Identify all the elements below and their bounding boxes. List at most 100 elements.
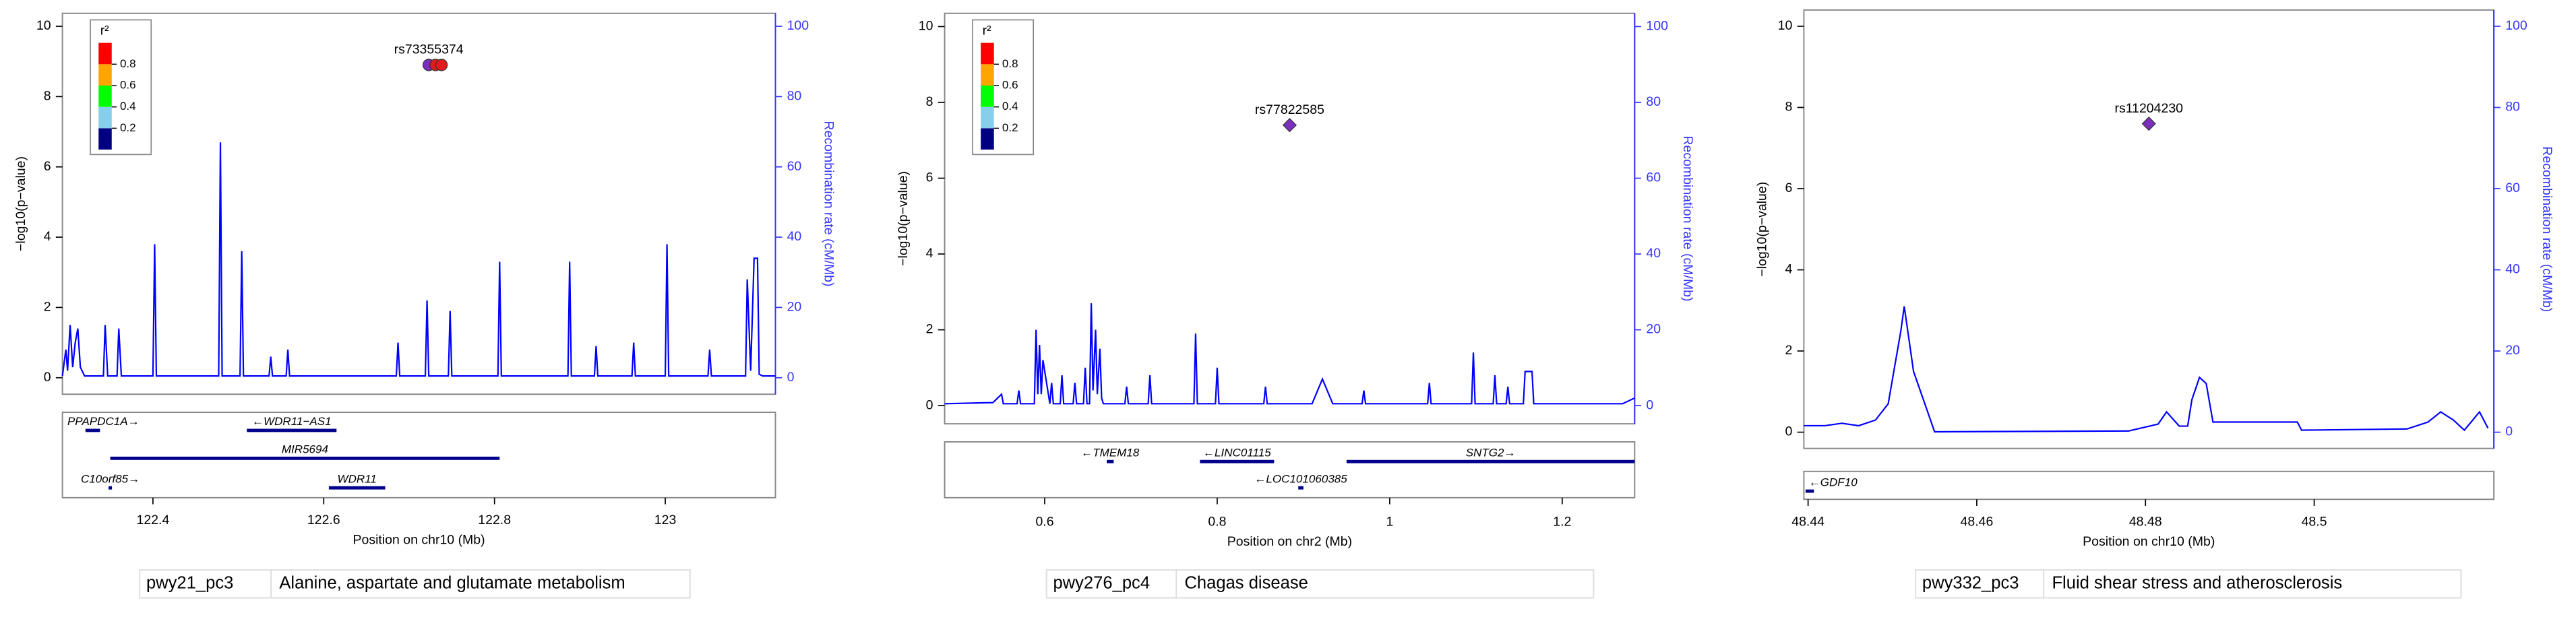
- legend-title: r²: [100, 24, 109, 38]
- gene-frame: [944, 441, 1636, 498]
- y-tick-label: 2: [926, 322, 933, 337]
- y-tick-label: 6: [44, 159, 51, 174]
- gene-label: MIR5694: [282, 443, 328, 456]
- caption-id: pwy21_pc3: [146, 574, 233, 593]
- x-tick-label: 48.48: [2129, 515, 2162, 529]
- gene-label: SNTG2→: [1466, 447, 1516, 459]
- caption-box: [139, 569, 691, 599]
- y-tick-label: 10: [1778, 18, 1793, 33]
- y-tick-label: 2: [1785, 343, 1792, 358]
- y2-tick-label: 60: [2505, 181, 2520, 195]
- gene-label: ←LINC01115: [1203, 447, 1271, 459]
- snp-point: [435, 59, 448, 71]
- legend-swatch: [98, 106, 112, 129]
- snp-point: [2141, 116, 2156, 131]
- y-axis-label: −log10(p−value): [1755, 182, 1770, 277]
- x-tick-label: 0.8: [1208, 515, 1226, 529]
- legend-tick-label: 0.4: [1002, 100, 1018, 112]
- legend-tick-label: 0.4: [120, 100, 136, 112]
- legend-swatch: [98, 128, 112, 150]
- legend-swatch: [981, 42, 994, 65]
- snp-label: rs77822585: [1255, 102, 1324, 117]
- legend-tick-label: 0.2: [1002, 121, 1018, 134]
- gene-label: ←LOC101060385: [1254, 473, 1347, 486]
- legend-tick-label: 0.6: [120, 79, 136, 92]
- y2-tick-label: 100: [2505, 18, 2527, 33]
- y-tick-label: 6: [1785, 181, 1792, 195]
- snp-label: rs73355374: [394, 42, 464, 57]
- legend-swatch: [981, 64, 994, 86]
- recombination-line: [61, 142, 776, 377]
- y2-tick-label: 0: [1646, 397, 1653, 412]
- y2-axis-label: Recombination rate (cM/Mb): [1680, 135, 1695, 301]
- y-tick-label: 0: [926, 397, 933, 412]
- x-tick-label: 122.6: [307, 513, 340, 527]
- y-tick-label: 4: [926, 246, 933, 261]
- x-tick-label: 48.44: [1791, 515, 1824, 529]
- recombination-line: [944, 303, 1635, 405]
- gene-frame: [1803, 470, 2495, 501]
- caption-name: Chagas disease: [1184, 574, 1308, 593]
- legend-swatch: [98, 64, 112, 86]
- y2-tick-label: 60: [1646, 170, 1661, 185]
- legend-swatch: [981, 86, 994, 107]
- y2-tick-label: 80: [1646, 94, 1661, 109]
- gene-label: C10orf85→: [81, 473, 140, 486]
- y-tick-label: 0: [44, 370, 51, 385]
- legend-swatch: [981, 128, 994, 150]
- x-tick-label: 48.5: [2302, 515, 2327, 529]
- y2-tick-label: 40: [1646, 246, 1661, 261]
- gene-label: PPAPDC1A→: [67, 415, 140, 428]
- plot-frame: [1803, 9, 2495, 449]
- gene-label: ←TMEM18: [1081, 447, 1140, 459]
- y-tick-label: 10: [36, 18, 51, 33]
- x-axis-label: Position on chr10 (Mb): [352, 532, 485, 547]
- y-axis-label: −log10(p−value): [13, 156, 28, 251]
- y2-tick-label: 100: [1646, 19, 1668, 34]
- y2-tick-label: 0: [787, 370, 795, 385]
- legend-tick-label: 0.8: [1002, 57, 1018, 70]
- y2-tick-label: 40: [2505, 262, 2520, 277]
- gene-frame: [61, 412, 776, 498]
- legend-swatch: [981, 106, 994, 129]
- y-tick-label: 8: [1785, 100, 1792, 115]
- legend-tick-label: 0.6: [1002, 79, 1018, 92]
- caption-box: [1045, 569, 1595, 599]
- y-axis-label: −log10(p−value): [896, 171, 911, 266]
- y-tick-label: 2: [44, 300, 51, 315]
- caption-name: Alanine, aspartate and glutamate metabol…: [279, 574, 625, 593]
- legend-swatch: [98, 42, 112, 65]
- y2-tick-label: 100: [787, 18, 809, 33]
- legend-tick-label: 0.8: [120, 57, 136, 70]
- gene-label: WDR11: [338, 473, 377, 486]
- x-tick-label: 122.8: [478, 513, 511, 527]
- legend-swatch: [98, 86, 112, 107]
- plot-frame: [944, 12, 1636, 425]
- y2-axis-label: Recombination rate (cM/Mb): [821, 121, 836, 287]
- y2-tick-label: 60: [787, 159, 802, 174]
- x-tick-label: 1: [1386, 515, 1393, 529]
- y2-tick-label: 80: [787, 89, 802, 104]
- snp-point: [1282, 118, 1297, 133]
- y2-tick-label: 0: [2505, 424, 2513, 439]
- x-tick-label: 48.46: [1961, 515, 1994, 529]
- caption-name: Fluid shear stress and atherosclerosis: [2052, 574, 2342, 593]
- y-tick-label: 6: [926, 170, 933, 185]
- x-tick-label: 123: [654, 513, 677, 527]
- caption-id: pwy332_pc3: [1922, 574, 2019, 593]
- x-axis-label: Position on chr2 (Mb): [1227, 534, 1352, 549]
- gene-label: ←WDR11−AS1: [252, 415, 332, 428]
- y-tick-label: 8: [44, 89, 51, 104]
- y-tick-label: 8: [926, 94, 933, 109]
- y-tick-label: 4: [1785, 262, 1792, 277]
- y2-tick-label: 20: [1646, 322, 1661, 337]
- y2-axis-label: Recombination rate (cM/Mb): [2540, 146, 2554, 312]
- snp-label: rs11204230: [2114, 101, 2183, 116]
- y2-tick-label: 80: [2505, 100, 2520, 115]
- x-tick-label: 122.4: [137, 513, 170, 527]
